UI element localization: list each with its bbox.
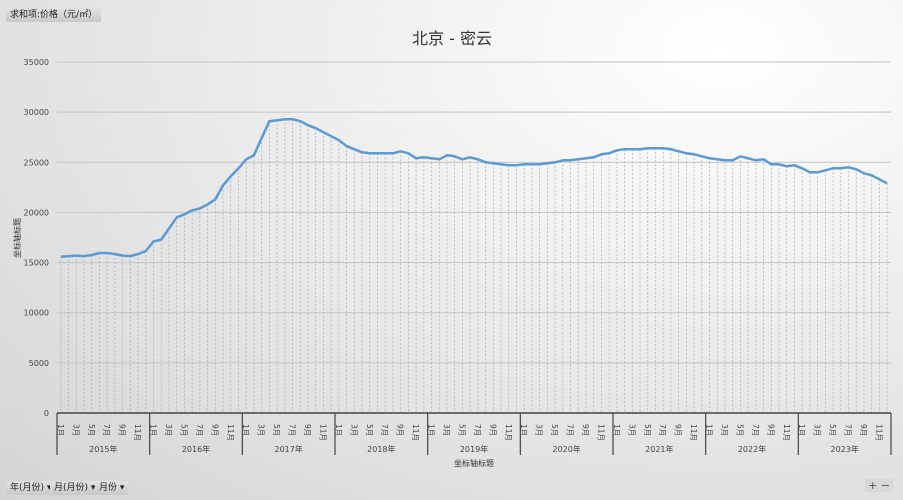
month-label: 1月 bbox=[149, 424, 158, 436]
month-label: 1月 bbox=[56, 424, 65, 436]
year-label: 2022年 bbox=[738, 444, 766, 454]
y-tick-label: 30000 bbox=[24, 108, 49, 117]
y-tick-label: 35000 bbox=[24, 58, 49, 67]
year-label: 2023年 bbox=[830, 444, 858, 454]
month-label: 7月 bbox=[380, 424, 389, 436]
month-label: 3月 bbox=[349, 424, 358, 436]
month-label: 11月 bbox=[689, 424, 698, 441]
month-label: 9月 bbox=[581, 424, 590, 436]
month-label: 11月 bbox=[411, 424, 420, 441]
month-label: 5月 bbox=[550, 424, 559, 436]
zoom-controls: + − bbox=[865, 479, 893, 492]
month-label: 5月 bbox=[365, 424, 374, 436]
field-label: 月份 bbox=[99, 483, 118, 493]
month-label: 7月 bbox=[473, 424, 482, 436]
month-label: 11月 bbox=[874, 424, 883, 441]
year-label: 2015年 bbox=[89, 444, 117, 454]
y-tick-label: 10000 bbox=[24, 309, 49, 318]
month-label: 1月 bbox=[427, 424, 436, 436]
month-label: 1月 bbox=[241, 424, 250, 436]
field-button-month[interactable]: 月份 ▾ bbox=[95, 481, 129, 495]
y-tick-label: 25000 bbox=[24, 158, 49, 167]
year-label: 2018年 bbox=[367, 444, 395, 454]
month-label: 3月 bbox=[164, 424, 173, 436]
zoom-in-button[interactable]: + bbox=[868, 479, 878, 492]
year-label: 2021年 bbox=[645, 444, 673, 454]
month-label: 11月 bbox=[226, 424, 235, 441]
month-label: 3月 bbox=[71, 424, 80, 436]
year-label: 2019年 bbox=[460, 444, 488, 454]
month-label: 11月 bbox=[318, 424, 327, 441]
month-label: 7月 bbox=[658, 424, 667, 436]
month-label: 7月 bbox=[751, 424, 760, 436]
month-label: 3月 bbox=[535, 424, 544, 436]
month-label: 1月 bbox=[612, 424, 621, 436]
chart-title: 北京 - 密云 bbox=[412, 29, 492, 48]
y-tick-label: 15000 bbox=[24, 259, 49, 268]
month-label: 3月 bbox=[442, 424, 451, 436]
year-label: 2017年 bbox=[274, 444, 302, 454]
month-label: 9月 bbox=[303, 424, 312, 436]
zoom-out-button[interactable]: − bbox=[880, 479, 890, 492]
month-label: 7月 bbox=[844, 424, 853, 436]
month-label: 9月 bbox=[396, 424, 405, 436]
month-label: 5月 bbox=[272, 424, 281, 436]
month-label: 1月 bbox=[705, 424, 714, 436]
month-label: 1月 bbox=[334, 424, 343, 436]
month-label: 5月 bbox=[735, 424, 744, 436]
month-label: 7月 bbox=[566, 424, 575, 436]
month-label: 9月 bbox=[118, 424, 127, 436]
month-label: 9月 bbox=[766, 424, 775, 436]
month-label: 9月 bbox=[674, 424, 683, 436]
field-button-month-group[interactable]: 月(月份) ▾ bbox=[50, 481, 100, 495]
month-label: 5月 bbox=[643, 424, 652, 436]
month-label: 3月 bbox=[627, 424, 636, 436]
y-tick-label: 0 bbox=[44, 409, 49, 418]
year-label: 2016年 bbox=[182, 444, 210, 454]
month-label: 3月 bbox=[720, 424, 729, 436]
month-label: 11月 bbox=[504, 424, 513, 441]
year-label: 2020年 bbox=[552, 444, 580, 454]
month-label: 5月 bbox=[87, 424, 96, 436]
value-field-button[interactable]: 求和项:价格（元/㎡） bbox=[6, 8, 102, 22]
month-label: 7月 bbox=[195, 424, 204, 436]
month-label: 5月 bbox=[179, 424, 188, 436]
month-label: 9月 bbox=[210, 424, 219, 436]
month-label: 9月 bbox=[488, 424, 497, 436]
month-label: 5月 bbox=[828, 424, 837, 436]
month-label: 5月 bbox=[457, 424, 466, 436]
y-axis-title: 坐标轴标题 bbox=[12, 218, 22, 258]
field-button-year[interactable]: 年(月份) ▾ bbox=[6, 481, 56, 495]
field-label: 月(月份) bbox=[54, 483, 89, 493]
month-label: 11月 bbox=[596, 424, 605, 441]
month-label: 11月 bbox=[782, 424, 791, 441]
month-label: 11月 bbox=[133, 424, 142, 441]
y-tick-label: 20000 bbox=[24, 208, 49, 217]
x-axis-title: 坐标轴标题 bbox=[454, 458, 494, 468]
field-label: 年(月份) bbox=[10, 483, 45, 493]
month-label: 7月 bbox=[102, 424, 111, 436]
month-label: 1月 bbox=[519, 424, 528, 436]
y-tick-label: 5000 bbox=[29, 359, 49, 368]
data-line bbox=[60, 117, 888, 258]
month-label: 9月 bbox=[859, 424, 868, 436]
month-label: 3月 bbox=[813, 424, 822, 436]
month-label: 3月 bbox=[257, 424, 266, 436]
month-label: 1月 bbox=[797, 424, 806, 436]
month-label: 7月 bbox=[288, 424, 297, 436]
